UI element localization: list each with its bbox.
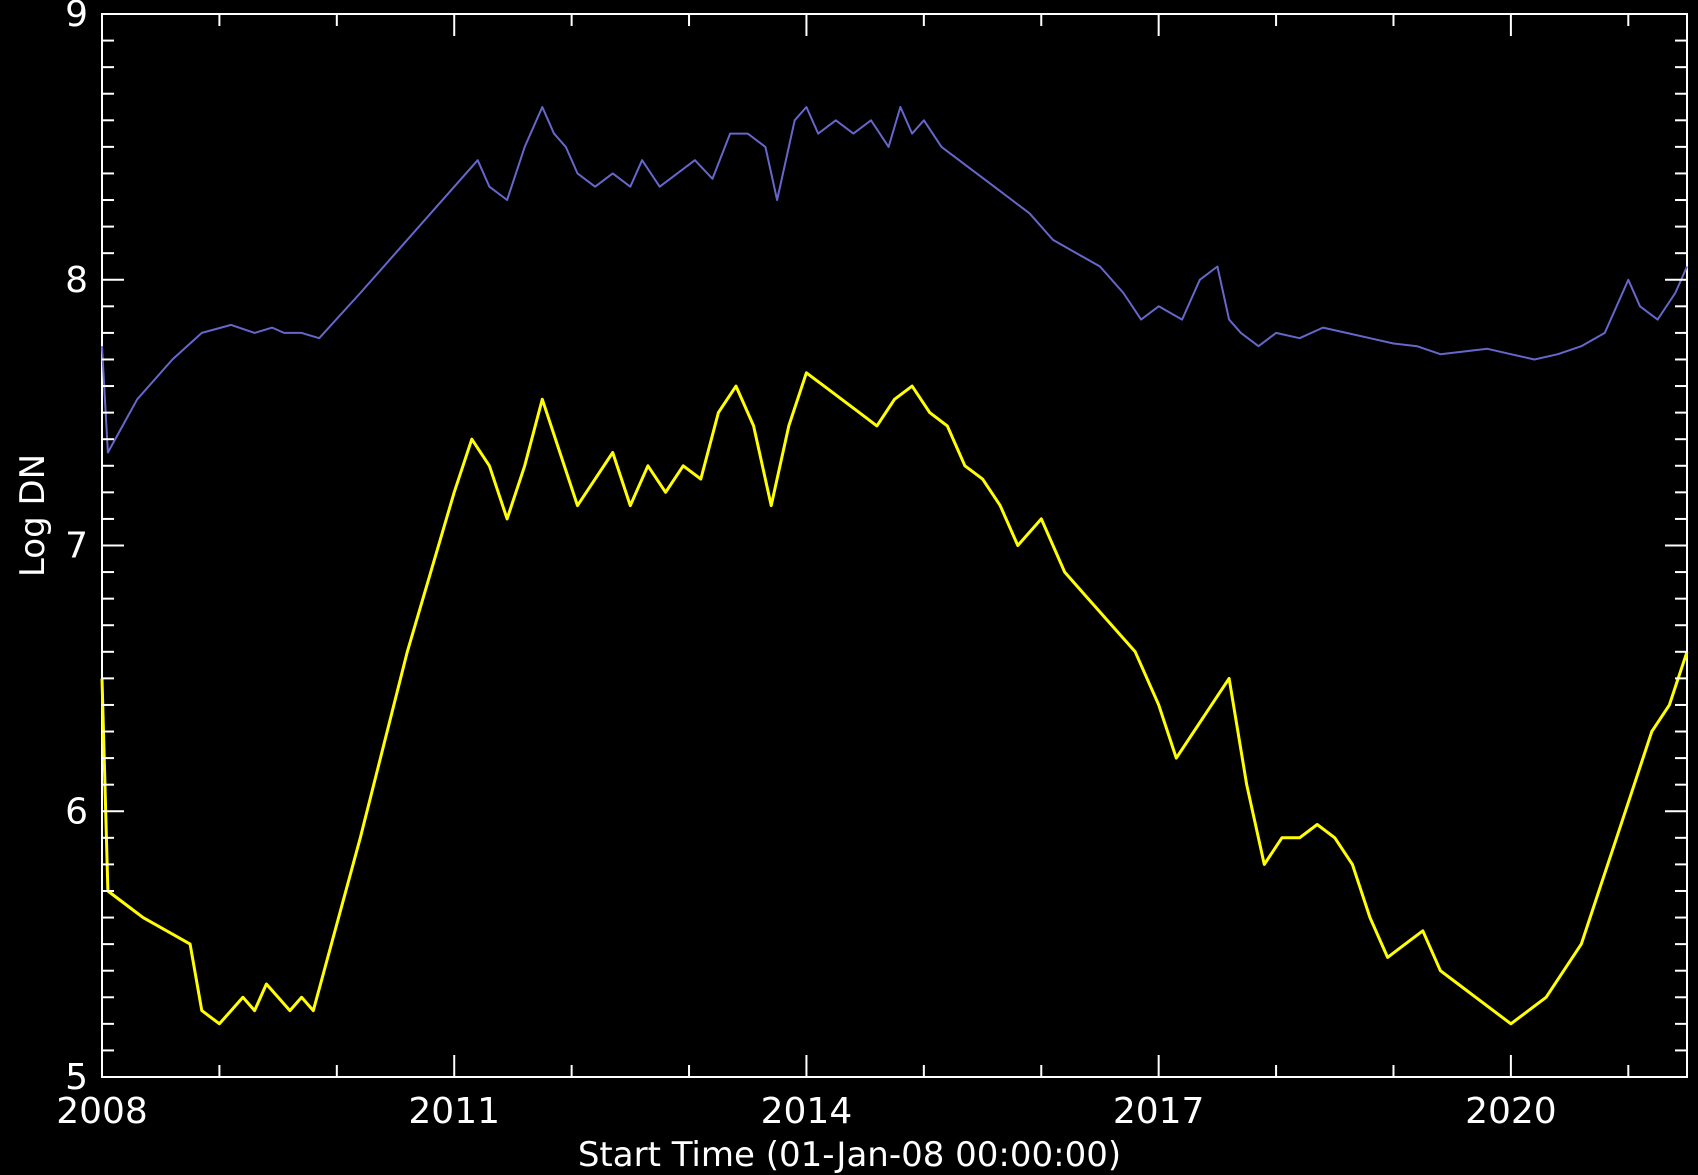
y-tick-label: 7: [65, 526, 88, 567]
y-axis-title: Log DN: [13, 454, 53, 577]
y-tick-label: 8: [65, 260, 88, 301]
y-tick-label: 9: [65, 0, 88, 35]
x-tick-label: 2017: [1113, 1091, 1205, 1132]
y-tick-label: 6: [65, 791, 88, 832]
x-tick-label: 2014: [761, 1091, 853, 1132]
x-tick-label: 2020: [1465, 1091, 1557, 1132]
x-axis-title: Start Time (01-Jan-08 00:00:00): [578, 1135, 1121, 1175]
y-tick-label: 5: [65, 1057, 88, 1098]
x-tick-label: 2011: [408, 1091, 500, 1132]
